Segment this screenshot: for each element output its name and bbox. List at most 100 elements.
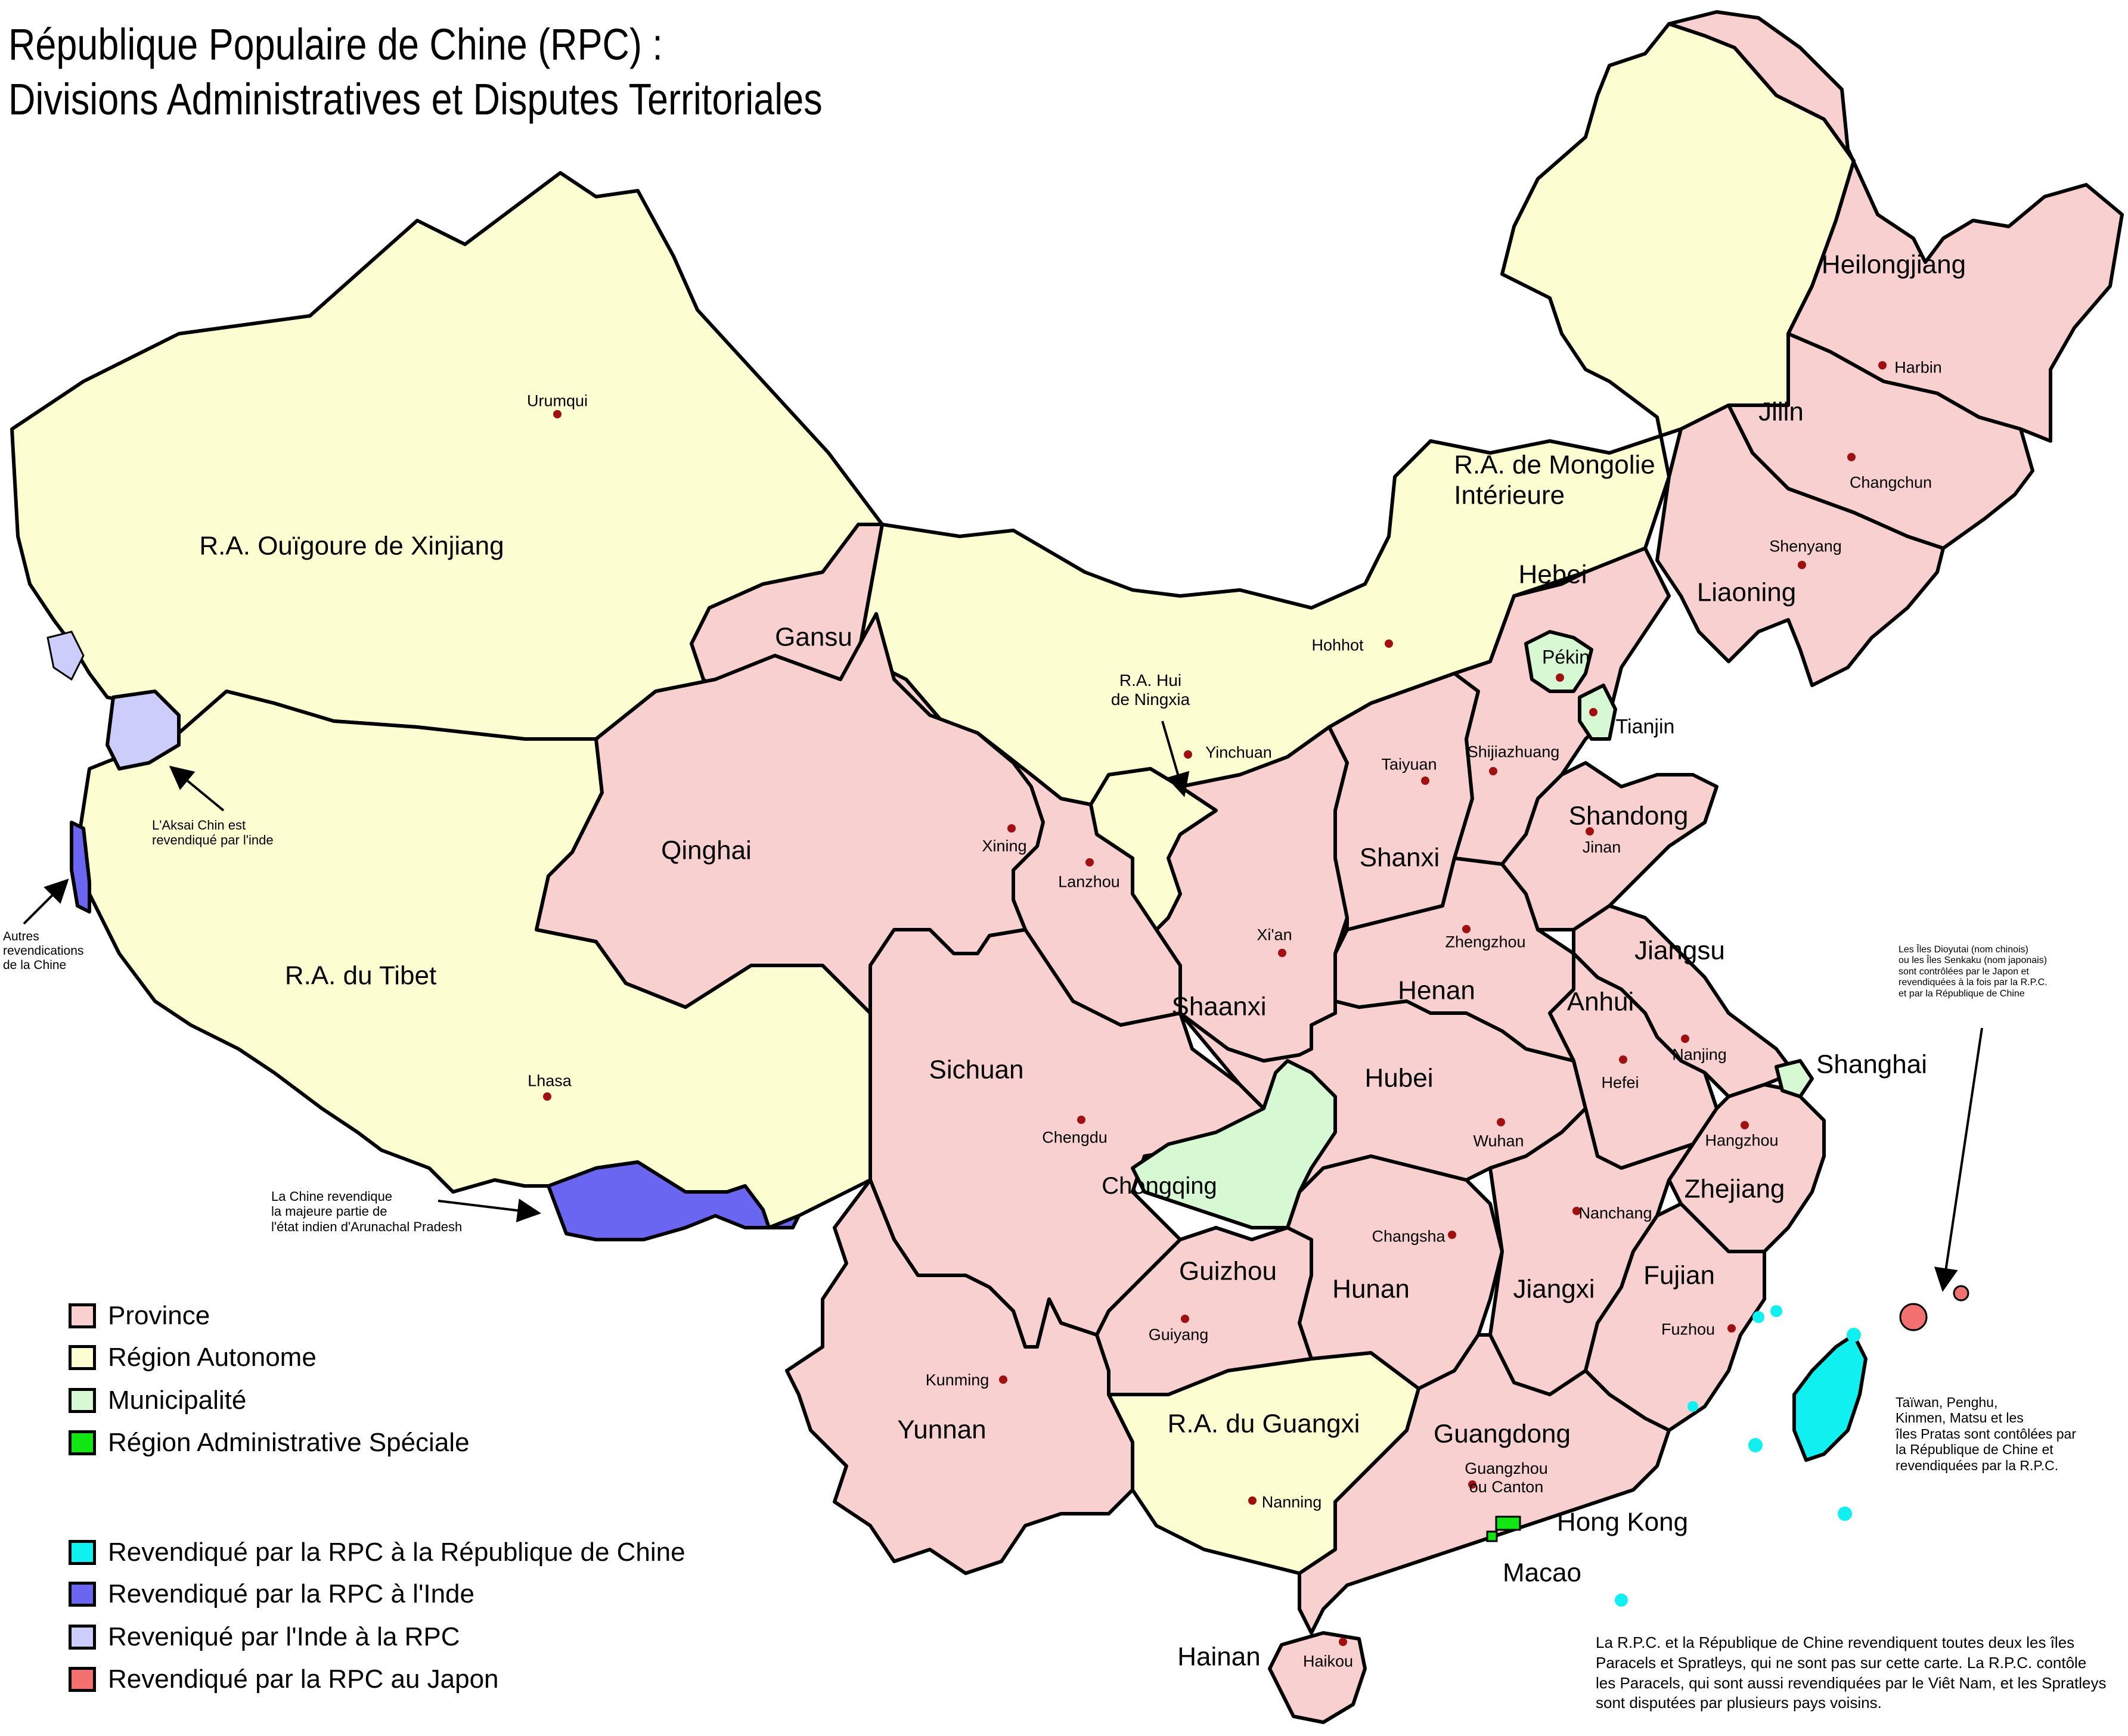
city-taiyuan: Taiyuan xyxy=(1381,755,1437,774)
note-arunachal: La Chine revendique la majeure partie de… xyxy=(271,1189,463,1234)
arrow-arunachal xyxy=(438,1198,541,1223)
city-kunming: Kunming xyxy=(925,1371,989,1389)
city-yinchuan: Yinchuan xyxy=(1205,743,1272,762)
city-xining: Xining xyxy=(982,837,1027,855)
island-dot xyxy=(1687,1401,1698,1412)
label-hubei: Hubei xyxy=(1364,1063,1434,1093)
city-guangzhou: Guangzhou ou Canton xyxy=(1465,1459,1548,1496)
legend-claimed-india: Revendiqué par la RPC à l'Inde xyxy=(69,1579,474,1609)
disputed-aksai-chin xyxy=(106,690,181,771)
label-shanxi: Shanxi xyxy=(1359,843,1440,872)
legend-claimed-roc: Revendiqué par la RPC à la République de… xyxy=(69,1538,685,1567)
municipality-shanghai xyxy=(1775,1059,1814,1098)
legend-municipality: Municipalité xyxy=(69,1386,246,1415)
arrow-ningxia xyxy=(1161,721,1190,797)
disputed-arunachal xyxy=(547,1160,801,1241)
label-anhui: Anhui xyxy=(1566,987,1634,1017)
city-changchun: Changchun xyxy=(1849,473,1932,492)
note-taiwan: Taïwan, Penghu, Kinmen, Matsu et les île… xyxy=(1896,1395,2076,1473)
city-changsha: Changsha xyxy=(1372,1227,1445,1246)
province-liaoning xyxy=(1655,403,1945,687)
city-chengdu: Chengdu xyxy=(1042,1128,1108,1147)
arrow-diaoyu xyxy=(1934,1027,1983,1292)
note-autres: Autres revendications de la Chine xyxy=(3,930,84,973)
label-guizhou: Guizhou xyxy=(1179,1256,1277,1286)
island-dot xyxy=(1838,1507,1852,1521)
city-fuzhou: Fuzhou xyxy=(1661,1320,1716,1339)
island-dot xyxy=(1748,1438,1763,1452)
label-shanghai: Shanghai xyxy=(1816,1049,1927,1079)
island-dot xyxy=(1615,1594,1628,1607)
island-dot xyxy=(1770,1305,1782,1317)
sar-macao xyxy=(1486,1530,1498,1542)
city-xian: Xi'an xyxy=(1257,926,1292,944)
label-chongqing: Chongqing xyxy=(1102,1173,1217,1199)
label-gansu: Gansu xyxy=(775,622,852,652)
island-taiwan xyxy=(1792,1333,1868,1462)
disputed-west-border xyxy=(70,821,91,914)
page-subtitle: Divisions Administratives et Disputes Te… xyxy=(8,74,823,124)
legend-claimed-by-india: Reveniqué par l'Inde à la RPC xyxy=(69,1622,460,1652)
province-shandong xyxy=(1500,761,1718,931)
legend-swatch-by-india xyxy=(69,1625,96,1650)
diaoyu-dot xyxy=(1899,1303,1928,1331)
legend-label-autonomous: Région Autonome xyxy=(108,1343,317,1372)
city-nanning: Nanning xyxy=(1261,1493,1322,1511)
legend-claimed-japan: Revendiqué par la RPC au Japon xyxy=(69,1664,499,1694)
label-xinjiang: R.A. Ouïgoure de Xinjiang xyxy=(199,531,504,561)
province-heilongjiang xyxy=(1667,10,2124,443)
label-ningxia: R.A. Hui de Ningxia xyxy=(1110,670,1190,709)
city-zhengzhou: Zhengzhou xyxy=(1445,933,1526,951)
legend-label-japan: Revendiqué par la RPC au Japon xyxy=(108,1664,499,1694)
label-macao: Macao xyxy=(1502,1558,1582,1588)
legend-swatch-roc xyxy=(69,1540,96,1565)
region-ningxia xyxy=(1089,767,1218,931)
label-tianjin: Tianjin xyxy=(1615,715,1675,738)
label-yunnan: Yunnan xyxy=(897,1415,987,1445)
city-haikou: Haikou xyxy=(1302,1652,1354,1670)
legend-label-roc: Revendiqué par la RPC à la République de… xyxy=(108,1538,685,1567)
label-heilongjiang: Heilongjiang xyxy=(1821,250,1966,280)
label-shandong: Shandong xyxy=(1568,801,1689,831)
label-hongkong: Hong Kong xyxy=(1556,1507,1689,1537)
label-jiangsu: Jiangsu xyxy=(1634,936,1725,965)
island-dot xyxy=(1752,1311,1764,1323)
municipality-chongqing xyxy=(1131,1059,1337,1229)
label-hebei: Hebei xyxy=(1518,560,1587,589)
city-lhasa: Lhasa xyxy=(528,1072,572,1090)
legend-swatch-province xyxy=(69,1303,96,1328)
label-pekin: Pékin xyxy=(1541,646,1590,668)
label-fujian: Fujian xyxy=(1643,1260,1715,1290)
disputed-west-small xyxy=(46,631,85,681)
legend-label-india: Revendiqué par la RPC à l'Inde xyxy=(108,1579,474,1608)
province-hainan xyxy=(1268,1631,1367,1724)
city-hangzhou: Hangzhou xyxy=(1705,1131,1779,1150)
legend-province: Province xyxy=(69,1301,210,1331)
label-guangdong: Guangdong xyxy=(1434,1419,1571,1449)
note-aksai-chin: L'Aksai Chin est revendiqué par l'inde xyxy=(152,818,274,848)
note-paracels: La R.P.C. et la République de Chine reve… xyxy=(1596,1633,2107,1712)
city-dots xyxy=(543,361,1887,1646)
label-jilin: Jilin xyxy=(1758,397,1804,427)
island-dot xyxy=(1847,1328,1861,1342)
label-tibet: R.A. du Tibet xyxy=(284,961,437,990)
arrow-autres xyxy=(23,878,69,925)
city-hohhot: Hohhot xyxy=(1311,636,1364,654)
label-shaanxi: Shaanxi xyxy=(1171,992,1267,1021)
sar-hongkong xyxy=(1495,1515,1521,1531)
page-title: République Populaire de Chine (RPC) : xyxy=(8,20,663,69)
legend-swatch-india xyxy=(69,1582,96,1607)
city-shijiazhuang: Shijiazhuang xyxy=(1467,743,1560,761)
legend-sar: Région Administrative Spéciale xyxy=(69,1428,470,1458)
label-hunan: Hunan xyxy=(1332,1274,1410,1304)
label-guangxi: R.A. du Guangxi xyxy=(1167,1409,1360,1439)
city-nanchang: Nanchang xyxy=(1578,1204,1652,1222)
legend-swatch-sar xyxy=(69,1430,96,1455)
note-diaoyu: Les Îles Dioyutai (nom chinois) ou les Î… xyxy=(1899,945,2048,999)
label-henan: Henan xyxy=(1398,976,1475,1005)
city-hefei: Hefei xyxy=(1601,1073,1639,1092)
arrow-aksai xyxy=(169,765,225,812)
region-mongolie xyxy=(857,22,1856,806)
legend-swatch-municipality xyxy=(69,1388,96,1413)
